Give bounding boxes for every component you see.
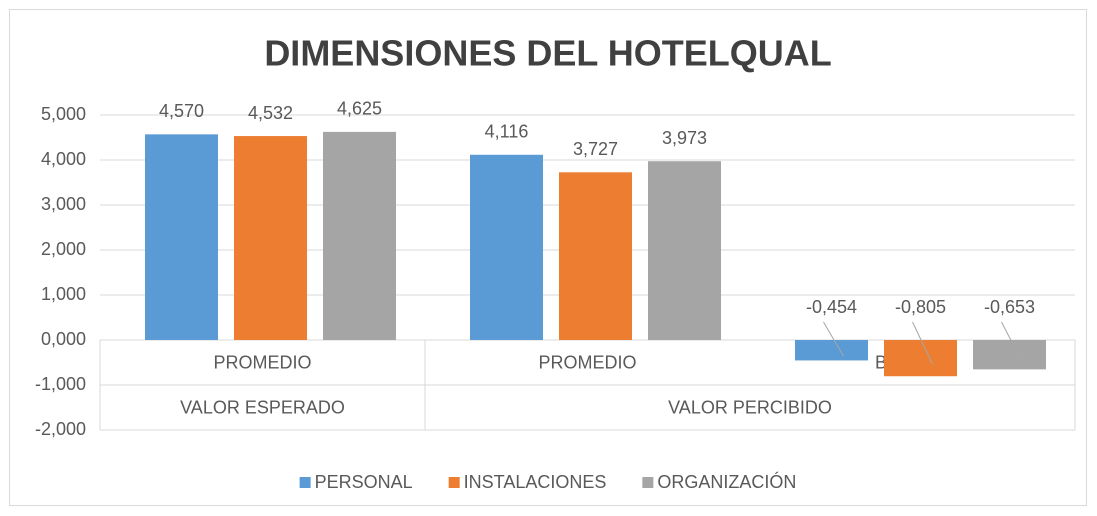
data-label: -0,653	[984, 297, 1035, 317]
data-label: 4,532	[248, 103, 293, 123]
bar	[234, 136, 307, 340]
data-label: -0,805	[895, 297, 946, 317]
bar	[973, 340, 1046, 370]
bar	[559, 172, 632, 340]
y-tick-label: 3,000	[41, 194, 86, 214]
legend-swatch	[642, 477, 654, 488]
legend-label: ORGANIZACIÓN	[657, 471, 796, 492]
bar	[648, 161, 721, 340]
leader-line	[912, 321, 933, 365]
bar	[795, 340, 868, 361]
y-tick-label: -1,000	[35, 374, 86, 394]
legend-swatch	[299, 477, 311, 488]
y-tick-label: -2,000	[35, 419, 86, 439]
bar	[470, 154, 543, 340]
y-tick-label: 0,000	[41, 329, 86, 349]
bar	[145, 134, 218, 340]
data-label: 3,973	[662, 128, 707, 148]
x-tick-label: PROMEDIO	[213, 352, 311, 372]
leader-line	[823, 321, 844, 357]
data-label: 4,625	[337, 99, 382, 119]
y-tick-label: 5,000	[41, 104, 86, 124]
y-tick-label: 2,000	[41, 239, 86, 259]
bar	[323, 131, 396, 340]
x-tick-label: PROMEDIO	[538, 352, 636, 372]
legend-label: PERSONAL	[315, 472, 413, 492]
data-label: 4,570	[159, 101, 204, 121]
data-label: 3,727	[573, 139, 618, 159]
data-label: 4,116	[485, 122, 529, 142]
parent-category-label: VALOR PERCIBIDO	[668, 397, 832, 417]
leader-line	[1001, 321, 1022, 361]
bar	[884, 340, 957, 377]
chart-title: DIMENSIONES DEL HOTELQUAL	[264, 33, 831, 74]
y-tick-label: 4,000	[41, 149, 86, 169]
legend-label: INSTALACIONES	[464, 472, 607, 492]
legend-swatch	[448, 477, 460, 488]
y-tick-label: 1,000	[41, 284, 86, 304]
parent-category-label: VALOR ESPERADO	[180, 397, 345, 417]
data-label: -0,454	[806, 297, 857, 317]
